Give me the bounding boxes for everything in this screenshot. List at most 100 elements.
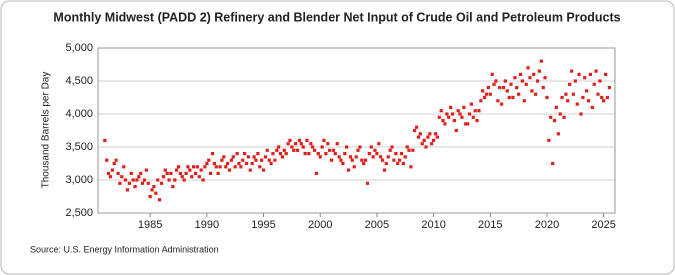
point xyxy=(511,95,515,100)
point xyxy=(190,175,194,179)
point xyxy=(222,155,226,159)
point xyxy=(585,89,589,93)
point xyxy=(441,119,445,123)
point xyxy=(318,155,322,159)
point xyxy=(282,148,286,152)
point xyxy=(303,152,307,156)
point xyxy=(146,181,150,185)
point xyxy=(583,76,587,80)
point xyxy=(169,171,173,175)
point xyxy=(380,158,385,162)
point xyxy=(490,72,494,76)
point xyxy=(505,89,509,93)
point xyxy=(422,138,426,142)
point xyxy=(294,142,298,146)
point xyxy=(125,188,130,192)
point xyxy=(241,158,245,162)
x-tick-label: 1990 xyxy=(195,219,219,231)
point xyxy=(543,76,547,80)
point xyxy=(356,148,360,152)
point xyxy=(496,99,500,103)
point xyxy=(337,155,341,159)
point xyxy=(471,115,475,119)
point xyxy=(171,185,175,189)
point xyxy=(275,148,279,152)
point xyxy=(174,168,179,172)
point xyxy=(469,102,473,106)
point xyxy=(371,155,375,159)
point xyxy=(267,158,271,162)
point xyxy=(305,138,309,142)
point xyxy=(534,92,538,96)
point xyxy=(157,198,162,202)
point xyxy=(586,99,591,103)
x-tick-label: 1985 xyxy=(138,219,162,231)
point xyxy=(295,148,300,152)
point xyxy=(105,158,109,162)
point xyxy=(394,152,398,156)
point xyxy=(328,148,332,152)
point xyxy=(590,105,594,109)
point xyxy=(477,109,481,113)
point xyxy=(182,178,186,182)
chart-title: Monthly Midwest (PADD 2) Refinery and Bl… xyxy=(53,10,620,24)
point xyxy=(605,95,610,100)
point xyxy=(488,92,492,96)
point xyxy=(569,69,574,73)
point xyxy=(154,191,158,195)
point xyxy=(416,135,421,139)
x-tick-label: 2005 xyxy=(365,219,389,231)
point xyxy=(388,148,392,152)
point xyxy=(193,171,198,175)
point xyxy=(263,155,268,159)
point xyxy=(225,161,230,166)
point xyxy=(208,171,213,175)
point xyxy=(379,155,383,159)
point xyxy=(345,145,349,149)
point xyxy=(191,165,196,169)
point xyxy=(233,165,237,169)
point xyxy=(507,95,511,100)
point xyxy=(373,148,377,152)
point xyxy=(199,168,203,172)
point xyxy=(449,105,453,109)
point xyxy=(352,165,356,169)
point xyxy=(500,102,504,106)
point xyxy=(392,158,396,162)
point xyxy=(322,138,326,142)
point xyxy=(256,152,260,156)
point xyxy=(210,152,215,156)
point xyxy=(396,161,400,166)
point xyxy=(106,171,111,175)
point xyxy=(535,79,540,83)
point xyxy=(195,165,200,169)
point xyxy=(377,142,381,146)
point xyxy=(596,92,600,96)
point xyxy=(607,86,611,90)
point xyxy=(405,145,409,149)
point xyxy=(545,95,549,100)
point xyxy=(363,158,368,162)
point xyxy=(518,72,523,76)
point xyxy=(526,66,530,70)
point xyxy=(431,138,436,142)
point xyxy=(339,158,343,162)
y-tick-label: 4,500 xyxy=(65,75,93,87)
point xyxy=(165,171,169,175)
point xyxy=(454,128,458,133)
point xyxy=(397,158,402,162)
point xyxy=(131,178,135,182)
x-tick-label: 2000 xyxy=(308,219,332,231)
y-tick-label: 5,000 xyxy=(65,42,93,54)
point xyxy=(573,79,577,83)
point xyxy=(120,175,124,179)
y-axis-label: Thousand Barrels per Day xyxy=(41,72,52,189)
point xyxy=(331,148,336,152)
point xyxy=(579,112,583,116)
point xyxy=(483,95,487,100)
y-tick-label: 2,500 xyxy=(65,207,93,219)
x-tick-label: 1995 xyxy=(251,219,275,231)
x-tick-label: 2015 xyxy=(478,219,502,231)
point xyxy=(260,158,264,162)
